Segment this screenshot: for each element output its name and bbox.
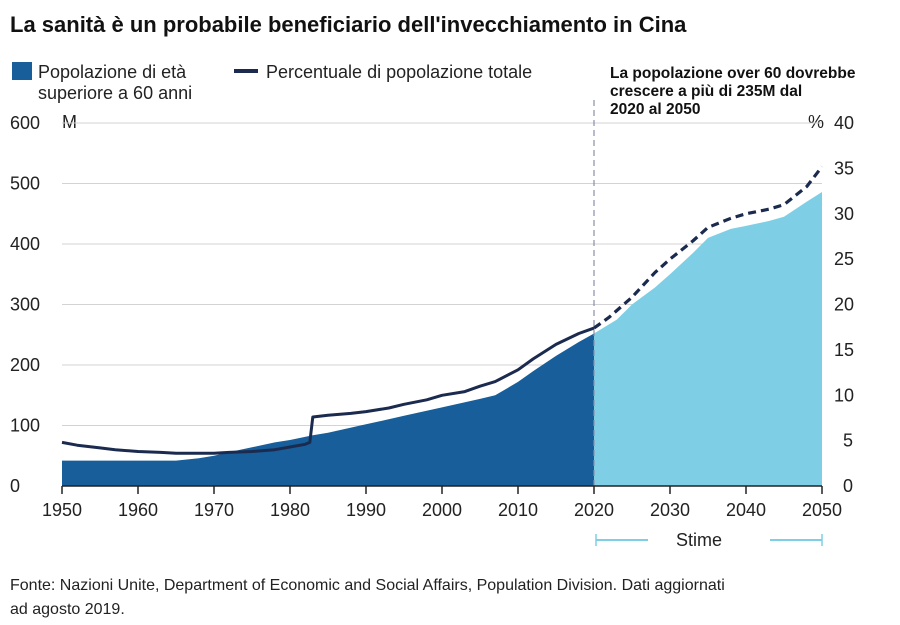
y-right-tick-40: 40 xyxy=(834,113,854,133)
x-tick-2020: 2020 xyxy=(574,500,614,520)
annotation-line2: crescere a più di 235M dal xyxy=(610,83,802,100)
y-left-unit: M xyxy=(62,112,77,132)
area-series xyxy=(62,100,822,486)
x-tick-2030: 2030 xyxy=(650,500,690,520)
legend-swatch-area xyxy=(12,62,32,80)
legend-label-line: Percentuale di popolazione totale xyxy=(266,62,532,82)
x-tick-1990: 1990 xyxy=(346,500,386,520)
x-tick-1960: 1960 xyxy=(118,500,158,520)
line-series xyxy=(61,165,824,455)
y-right-tick-15: 15 xyxy=(834,340,854,360)
y-left-tick-400: 400 xyxy=(10,234,40,254)
x-tick-2040: 2040 xyxy=(726,500,766,520)
y-right-tick-5: 5 xyxy=(843,431,853,451)
legend-label-area-line2: superiore a 60 anni xyxy=(38,83,192,103)
x-tick-1980: 1980 xyxy=(270,500,310,520)
y-right-unit: % xyxy=(808,112,824,132)
area-projected xyxy=(594,192,822,486)
y-right-tick-25: 25 xyxy=(834,249,854,269)
x-tick-2050: 2050 xyxy=(802,500,842,520)
y-right-tick-20: 20 xyxy=(834,295,854,315)
y-right-tick-10: 10 xyxy=(834,385,854,405)
y-left-tick-labels: 0 100 200 300 400 500 600 xyxy=(10,113,40,496)
y-right-tick-30: 30 xyxy=(834,204,854,224)
y-left-tick-600: 600 xyxy=(10,113,40,133)
y-left-tick-0: 0 xyxy=(10,476,20,496)
x-tick-1970: 1970 xyxy=(194,500,234,520)
area-historical xyxy=(62,333,594,486)
y-left-tick-100: 100 xyxy=(10,416,40,436)
x-tick-2010: 2010 xyxy=(498,500,538,520)
x-tick-1950: 1950 xyxy=(42,500,82,520)
line-historical xyxy=(61,326,595,455)
y-right-tick-labels: 0 5 10 15 20 25 30 35 40 xyxy=(834,113,854,496)
x-tick-2000: 2000 xyxy=(422,500,462,520)
axes xyxy=(61,485,823,494)
y-right-tick-0: 0 xyxy=(843,476,853,496)
source-line1: Fonte: Nazioni Unite, Department of Econ… xyxy=(10,577,725,594)
legend-label-area-line1: Popolazione di età xyxy=(38,62,187,82)
x-tick-labels: 1950 1960 1970 1980 1990 2000 2010 2020 2030 2040… xyxy=(42,500,842,520)
projection-label: Stime xyxy=(676,530,722,550)
chart-title: La sanità è un probabile beneficiario de… xyxy=(10,12,687,37)
source-line2: ad agosto 2019. xyxy=(10,601,125,618)
projection-bracket: Stime xyxy=(595,530,823,550)
annotation-line1: La popolazione over 60 dovrebbe xyxy=(610,65,856,82)
y-left-tick-300: 300 xyxy=(10,295,40,315)
gridlines xyxy=(62,122,822,426)
y-right-tick-35: 35 xyxy=(834,158,854,178)
y-left-tick-200: 200 xyxy=(10,355,40,375)
y-left-tick-500: 500 xyxy=(10,174,40,194)
annotation-line3: 2020 al 2050 xyxy=(610,101,701,118)
